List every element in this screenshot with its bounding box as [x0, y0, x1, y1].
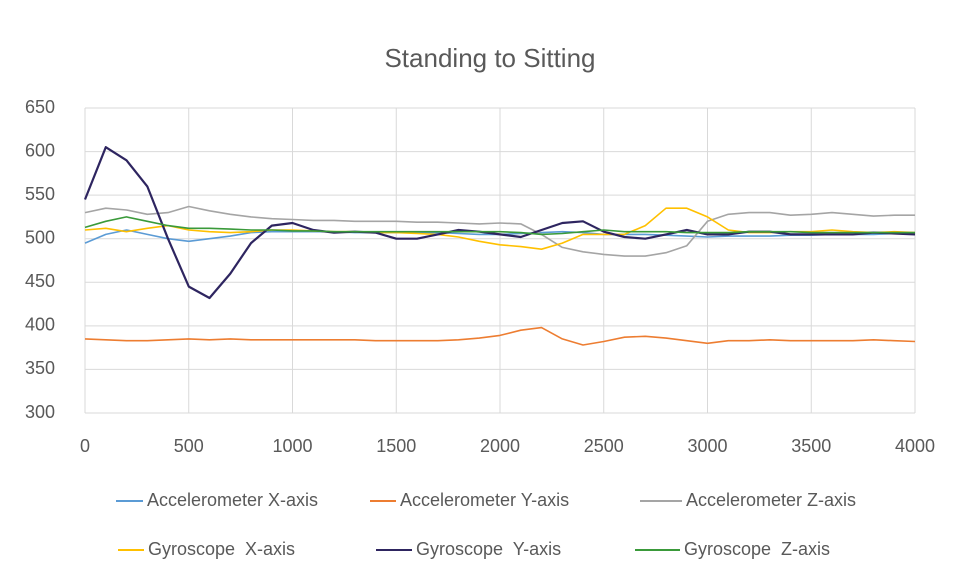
x-tick-label: 4000: [895, 436, 935, 456]
legend-label: Gyroscope Y-axis: [416, 539, 561, 559]
y-tick-label: 300: [25, 402, 55, 422]
legend-label: Accelerometer Y-axis: [400, 490, 569, 510]
y-tick-label: 350: [25, 358, 55, 378]
y-tick-label: 600: [25, 140, 55, 160]
chart: Standing to Sitting 300 350 400 450 500 550 60…: [0, 0, 958, 576]
x-tick-label: 2500: [584, 436, 624, 456]
x-tick-label: 2000: [480, 436, 520, 456]
x-tick-label: 1500: [376, 436, 416, 456]
x-tick-label: 3500: [791, 436, 831, 456]
y-tick-label: 500: [25, 227, 55, 247]
legend-label: Gyroscope Z-axis: [684, 539, 830, 559]
x-tick-label: 1000: [272, 436, 312, 456]
legend-label: Accelerometer Z-axis: [686, 490, 856, 510]
x-tick-label: 500: [174, 436, 204, 456]
legend-label: Accelerometer X-axis: [147, 490, 318, 510]
y-tick-label: 450: [25, 271, 55, 291]
chart-title: Standing to Sitting: [384, 43, 595, 73]
x-tick-label: 3000: [687, 436, 727, 456]
y-tick-label: 650: [25, 97, 55, 117]
y-tick-label: 400: [25, 315, 55, 335]
x-tick-label: 0: [80, 436, 90, 456]
legend-label: Gyroscope X-axis: [148, 539, 295, 559]
y-tick-label: 550: [25, 184, 55, 204]
